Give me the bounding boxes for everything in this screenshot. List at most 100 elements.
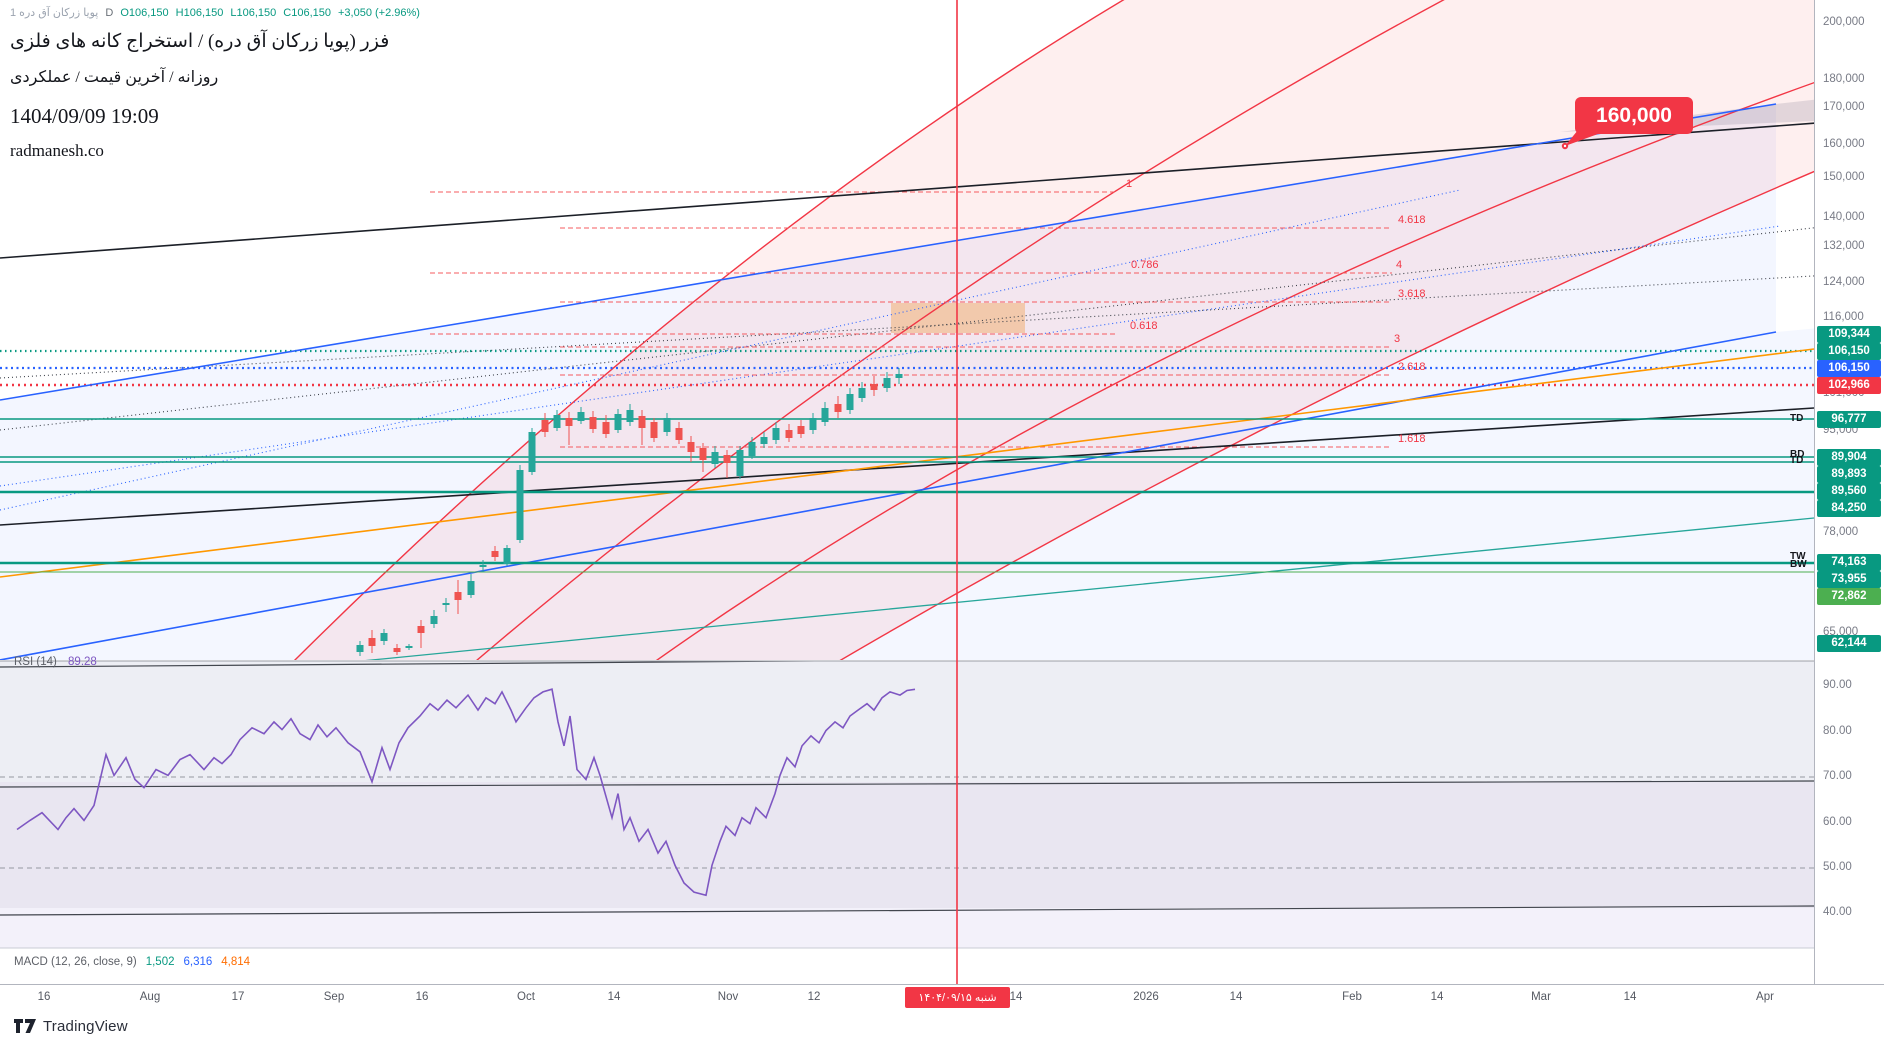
candle-body xyxy=(834,404,842,412)
price-level-badge: 106,150 xyxy=(1817,359,1881,377)
price-axis-tick: 80.00 xyxy=(1823,725,1852,737)
time-axis-label: Mar xyxy=(1531,991,1551,1003)
rsi-indicator-label[interactable]: RSI (14) 89.28 xyxy=(14,656,97,668)
macd-name: MACD (12, 26, close, 9) xyxy=(14,956,137,968)
overlay-layer xyxy=(0,0,1814,984)
rsi-value: 89.28 xyxy=(68,656,97,668)
legend: پویا زرکان آق دره 1 D O106,150 H106,150 … xyxy=(10,6,570,161)
timeframe-label[interactable]: D xyxy=(105,6,114,19)
candle-body xyxy=(614,414,622,430)
footer-bar: TradingView xyxy=(0,1012,1884,1044)
candle-body xyxy=(785,430,793,438)
shaded-region xyxy=(891,303,1025,333)
time-axis-label: 16 xyxy=(37,991,51,1003)
candle-body xyxy=(699,448,707,460)
candle-body xyxy=(736,450,744,476)
fib-level-label: 1.618 xyxy=(1398,433,1426,445)
candle-body xyxy=(368,638,376,646)
price-level-badge: 73,955 xyxy=(1817,570,1881,588)
trend-line xyxy=(0,275,1814,379)
low-value: L106,150 xyxy=(230,6,277,19)
candle-body xyxy=(503,548,511,564)
trend-line xyxy=(0,331,1777,660)
time-axis-label: 14 xyxy=(1623,991,1637,1003)
candle-body xyxy=(809,418,817,430)
fib-level-label: 4 xyxy=(1396,259,1403,271)
price-target-callout[interactable]: 160,000 xyxy=(1575,97,1693,134)
trend-line xyxy=(0,348,1814,578)
time-axis-label: 17 xyxy=(231,991,245,1003)
price-axis-tick: 160,000 xyxy=(1823,138,1865,150)
fib-level-label: 3 xyxy=(1394,333,1401,345)
time-axis[interactable]: 16 Aug 17 Sep 16 Oct 14 Nov 12 14 2026 14 Feb 14 Mar 14… xyxy=(0,984,1884,1013)
symbol-name[interactable]: پویا زرکان آق دره 1 xyxy=(10,7,99,19)
candle-body xyxy=(650,422,658,438)
price-axis-tick: 180,000 xyxy=(1823,73,1865,85)
price-level-badge: 102,966 xyxy=(1817,376,1881,394)
candle-body xyxy=(711,452,719,464)
candle-body xyxy=(479,565,487,567)
price-level-badge: 72,862 xyxy=(1817,587,1881,605)
level-tag-label: TD xyxy=(1790,455,1804,466)
candle-body xyxy=(356,645,364,652)
price-axis-tick: 170,000 xyxy=(1823,101,1865,113)
fib-level-label: 0.786 xyxy=(1131,259,1159,271)
price-axis-tick: 116,000 xyxy=(1823,311,1864,323)
watermark-label: radmanesh.co xyxy=(10,141,104,160)
price-pane[interactable] xyxy=(0,0,1884,705)
price-axis-tick: 200,000 xyxy=(1823,16,1865,28)
tradingview-logo[interactable]: TradingView xyxy=(14,1018,128,1035)
candle-body xyxy=(663,418,671,432)
time-axis-label: 16 xyxy=(415,991,429,1003)
rsi-name: RSI (14) xyxy=(14,656,57,668)
trend-line xyxy=(0,407,1814,526)
candle-body xyxy=(577,412,585,421)
macd-indicator-label[interactable]: MACD (12, 26, close, 9) 1,502 6,316 4,81… xyxy=(14,956,250,968)
candle-body xyxy=(516,470,524,540)
price-axis-tick: 60.00 xyxy=(1823,816,1852,828)
macd-value-1: 1,502 xyxy=(145,956,175,968)
price-axis-tick: 40.00 xyxy=(1823,906,1852,918)
trend-line xyxy=(0,661,888,668)
fib-level-label: 1 xyxy=(1126,178,1133,190)
ticker-status-row[interactable]: پویا زرکان آق دره 1 D O106,150 H106,150 … xyxy=(10,6,570,20)
candle-body xyxy=(565,418,573,426)
price-axis[interactable]: 200,000 180,000 170,000 160,000 150,000 140,0… xyxy=(1814,0,1884,1011)
shaded-region xyxy=(0,328,1814,660)
candle-body xyxy=(772,428,780,440)
candle-body xyxy=(602,422,610,434)
time-axis-label: Sep xyxy=(323,991,345,1003)
fib-level-label: 4.618 xyxy=(1398,214,1426,226)
level-tag-label: BW xyxy=(1790,559,1807,570)
high-value: H106,150 xyxy=(175,6,224,19)
candle-body xyxy=(870,384,878,390)
time-axis-label: 14 xyxy=(1229,991,1243,1003)
pitchfork-line xyxy=(294,0,1125,660)
candle-body xyxy=(675,428,683,440)
candle-body xyxy=(821,408,829,422)
change-value: +3,050 (+2.96%) xyxy=(337,6,420,19)
trend-line xyxy=(0,103,1777,401)
candle-body xyxy=(417,626,425,633)
time-axis-label: 14 xyxy=(1430,991,1444,1003)
price-level-badge: 89,560 xyxy=(1817,482,1881,500)
candle-body xyxy=(393,648,401,652)
price-level-badge: 62,144 xyxy=(1817,634,1881,652)
candle-body xyxy=(491,551,499,557)
candle-body xyxy=(430,616,438,624)
time-axis-label: 14 xyxy=(1009,991,1023,1003)
macd-value-3: 4,814 xyxy=(221,956,251,968)
candle-body xyxy=(405,646,413,648)
time-axis-label: Feb xyxy=(1342,991,1362,1003)
candle-body xyxy=(380,633,388,641)
rsi-pane[interactable] xyxy=(0,655,1814,948)
level-tag-label: TD xyxy=(1790,413,1804,424)
fib-level-label: 0.618 xyxy=(1130,320,1158,332)
candle-body xyxy=(553,415,561,428)
shaded-region xyxy=(0,782,1814,908)
time-axis-label: Aug xyxy=(139,991,161,1003)
shaded-region xyxy=(0,908,1814,948)
candle-body xyxy=(797,426,805,434)
